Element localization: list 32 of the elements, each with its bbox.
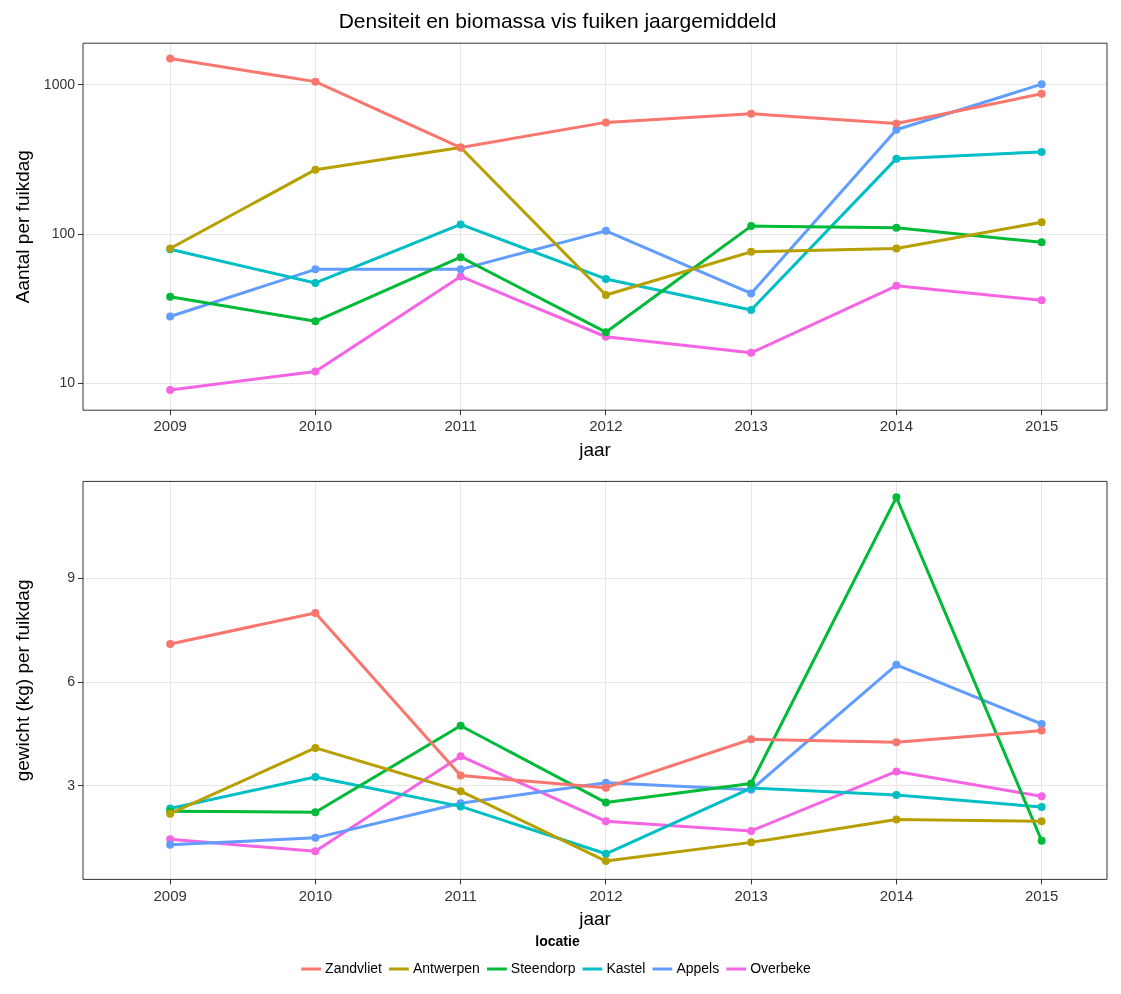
- legend-label: Appels: [676, 959, 720, 976]
- x-tick-label: 2012: [589, 417, 623, 435]
- x-tick-label: 2015: [1024, 886, 1059, 904]
- x-tick-label: 2013: [734, 417, 768, 435]
- legend-label: Overbeke: [750, 959, 812, 976]
- y-axis-title: gewicht (kg) per fuikdag: [11, 579, 33, 782]
- x-tick-label: 2011: [444, 417, 477, 435]
- y-tick-label: 100: [51, 224, 76, 241]
- legend-label: Antwerpen: [412, 959, 480, 976]
- x-tick-label: 2009: [153, 886, 187, 904]
- x-tick-label: 2009: [153, 417, 187, 435]
- y-axis-title: Aantal per fuikdag: [11, 150, 33, 304]
- y-tick-label: 1000: [43, 75, 76, 92]
- chart-title: Densiteit en biomassa vis fuiken jaargemiddeld: [338, 9, 777, 33]
- x-tick-label: 2011: [444, 886, 477, 904]
- x-tick-label: 2014: [879, 886, 914, 904]
- x-tick-label: 2014: [879, 417, 914, 435]
- legend-title: locatie: [535, 933, 580, 950]
- x-tick-label: 2010: [298, 417, 333, 435]
- x-tick-label: 2010: [298, 886, 333, 904]
- x-tick-label: 2013: [734, 886, 768, 904]
- y-tick-label: 3: [67, 776, 76, 793]
- y-tick-label: 6: [67, 672, 76, 689]
- x-tick-label: 2012: [589, 886, 623, 904]
- y-tick-label: 9: [67, 569, 76, 586]
- legend-label: Kastel: [606, 959, 646, 976]
- x-tick-label: 2015: [1024, 417, 1059, 435]
- legend-label: Steendorp: [510, 959, 576, 976]
- x-axis-title: jaar: [578, 908, 612, 930]
- x-axis-title: jaar: [578, 438, 612, 460]
- y-tick-label: 10: [59, 374, 76, 391]
- legend-label: Zandvliet: [325, 959, 383, 976]
